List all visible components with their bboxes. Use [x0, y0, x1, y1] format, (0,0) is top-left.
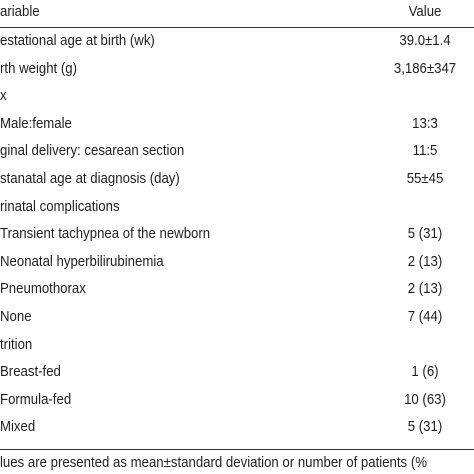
row-label: stanatal age at diagnosis (day)	[0, 170, 180, 187]
row-label: None	[0, 308, 32, 325]
row-label: Transient tachypnea of the newborn	[0, 225, 211, 243]
bottom-rule	[0, 449, 474, 450]
row-label: rth weight (g)	[0, 59, 78, 77]
row-value: 55±45	[406, 170, 444, 187]
row-value: 2 (13)	[407, 252, 443, 270]
row-label: Pneumothorax	[0, 280, 86, 298]
row-value: 2 (13)	[407, 280, 443, 298]
row-value: 39.0±1.4	[399, 32, 451, 49]
row-value: 3,186±347	[393, 59, 457, 77]
row-value: 1 (6)	[411, 363, 439, 381]
row-value: 11:5	[412, 142, 438, 160]
row-value: 5 (31)	[407, 225, 443, 243]
row-value: 13:3	[412, 114, 438, 132]
row-value: 7 (44)	[407, 308, 443, 325]
row-label: trition	[0, 335, 33, 353]
row-label: x	[0, 87, 7, 105]
footnote: lues are presented as mean±standard devi…	[0, 454, 427, 471]
row-label: Breast-fed	[0, 363, 61, 381]
row-label: Formula-fed	[0, 390, 72, 408]
header-value: Value	[408, 3, 442, 20]
row-label: Mixed	[0, 418, 36, 436]
header-label: ariable	[0, 3, 40, 20]
row-label: ginal delivery: cesarean section	[0, 142, 185, 160]
row-label: Neonatal hyperbilirubinemia	[0, 252, 164, 270]
header-rule	[0, 27, 474, 28]
row-value: 10 (63)	[404, 390, 446, 408]
row-label: rinatal complications	[0, 197, 120, 215]
row-label: Male:female	[0, 114, 72, 132]
row-value: 5 (31)	[407, 418, 443, 436]
row-label: estational age at birth (wk)	[0, 32, 155, 49]
